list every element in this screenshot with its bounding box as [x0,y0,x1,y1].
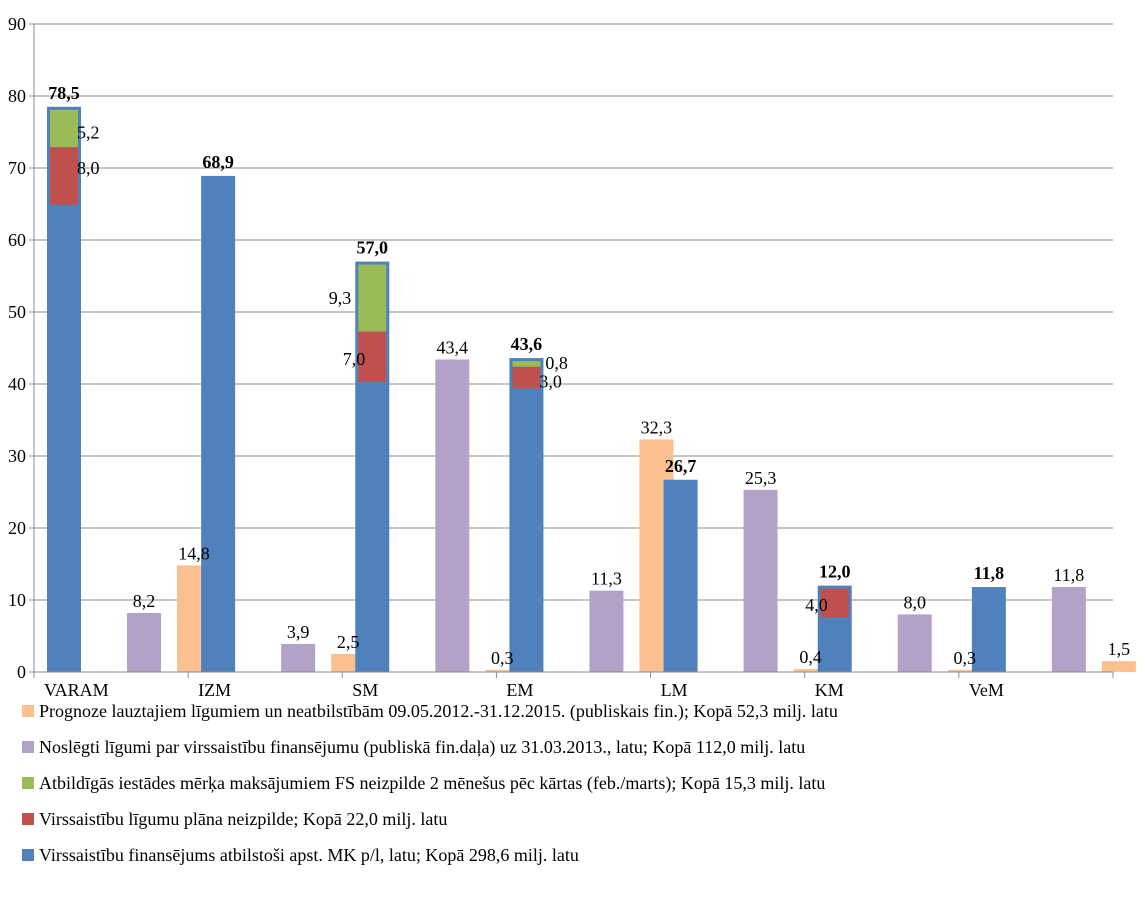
data-label-forecast: 0,4 [799,647,822,667]
data-label-total: 12,0 [819,562,851,582]
bar-forecast [947,669,982,672]
data-label-plan-shortfall: 3,0 [539,372,562,392]
data-label-signed: 11,3 [591,569,622,589]
data-label-signed: 11,8 [1053,565,1084,585]
data-label-total: 78,5 [48,83,80,103]
data-label-total: 57,0 [357,238,389,258]
legend-swatch [22,741,34,753]
y-tick-label: 40 [8,374,26,394]
data-label-forecast: 2,5 [337,632,360,652]
data-label-plan-shortfall: 7,0 [343,349,366,369]
bar-plan-shortfall [358,331,387,382]
bar-target-shortfall [50,109,78,148]
data-label-forecast: 14,8 [178,543,210,563]
data-label-total: 26,7 [665,456,697,476]
gridlines [34,23,1113,601]
bar-total [201,175,236,673]
y-tick-label: 10 [8,590,26,610]
y-tick-label: 30 [8,446,26,466]
bar-forecast [485,669,520,672]
y-axis: 0 10 20 30 40 50 60 70 80 90 [8,14,35,682]
bar-total [971,587,1006,672]
legend-swatch [22,705,34,717]
data-label-signed: 25,3 [745,468,777,488]
data-label-forecast: 0,3 [491,648,514,668]
legend: Prognoze lauztajiem līgumiem un neatbils… [22,693,838,873]
x-tick-label: KM [815,680,844,700]
legend-swatch [22,777,34,789]
bar-signed-contracts [127,612,161,672]
data-label-forecast: 32,3 [641,417,673,437]
legend-label: Prognoze lauztajiem līgumiem un neatbils… [39,700,838,721]
legend-item: Prognoze lauztajiem līgumiem un neatbils… [22,693,838,729]
data-label-signed: 43,4 [437,338,469,358]
legend-label: Virssaistību finansējums atbilstoši apst… [39,844,579,865]
bar-forecast [793,669,828,672]
bar-plan-shortfall [820,588,849,618]
data-label-plan-shortfall: 4,0 [805,595,828,615]
bars [47,106,1136,673]
legend-item: Noslēgti līgumi par virssaistību finansē… [22,729,838,765]
bar-signed-contracts [589,590,624,672]
y-tick-label: 60 [8,230,26,250]
x-tick-label: LM [661,680,688,700]
bar-target-shortfall [512,361,541,367]
legend-item: Virssaistību līgumu plāna neizpilde; Kop… [22,801,838,837]
y-tick-label: 20 [8,518,26,538]
x-tick-label: VeM [969,680,1004,700]
data-label-target-shortfall: 9,3 [329,288,352,308]
x-tick-label: IZM [198,680,231,700]
x-tick-label: VARAM [44,680,109,700]
y-tick-label: 0 [17,662,26,682]
bar-signed-contracts [435,359,470,672]
bar-signed-contracts [1051,587,1086,672]
bar-signed-contracts [897,614,932,672]
x-axis: VARAM IZM SM EM LM KM VeM [33,671,1114,700]
data-label-plan-shortfall: 8,0 [77,158,100,178]
y-tick-label: 90 [8,14,26,34]
y-tick-label: 70 [8,158,26,178]
bar-target-shortfall [358,264,387,332]
legend-item: Atbildīgās iestādes mērķa maksājumiem FS… [22,765,838,801]
bar-total [509,358,544,672]
y-tick-label: 50 [8,302,26,322]
legend-label: Noslēgti līgumi par virssaistību finansē… [39,736,806,757]
bar-plan-shortfall [50,147,78,205]
bar-plan-shortfall [512,366,541,389]
bar-signed-contracts [743,489,778,672]
legend-item: Virssaistību finansējums atbilstoši apst… [22,837,838,873]
legend-label: Virssaistību līgumu plāna neizpilde; Kop… [39,808,448,829]
data-label-forecast: 0,3 [953,648,976,668]
data-label-target-shortfall: 0,8 [545,353,568,373]
bar-total [663,479,698,672]
data-label-forecast: 1,5 [1108,639,1131,659]
y-tick-label: 80 [8,86,26,106]
data-label-total: 43,6 [511,334,543,354]
legend-label: Atbildīgās iestādes mērķa maksājumiem FS… [39,772,826,793]
bar-forecast [1101,661,1136,672]
legend-swatch [22,849,34,861]
data-label-total: 11,8 [974,563,1005,583]
data-labels: 78,5 8,2 14,8 5,2 8,0 68,9 3,9 2,5 57,0 43,4 0,3 9,… [48,83,1130,668]
legend-swatch [22,813,34,825]
data-label-signed: 8,2 [133,591,156,611]
data-label-total: 68,9 [202,152,234,172]
data-label-signed: 3,9 [287,622,310,642]
x-tick-label: EM [506,680,533,700]
data-label-target-shortfall: 5,2 [77,123,100,143]
data-label-signed: 8,0 [903,592,926,612]
bar-signed-contracts [281,643,316,672]
x-tick-label: SM [352,680,378,700]
